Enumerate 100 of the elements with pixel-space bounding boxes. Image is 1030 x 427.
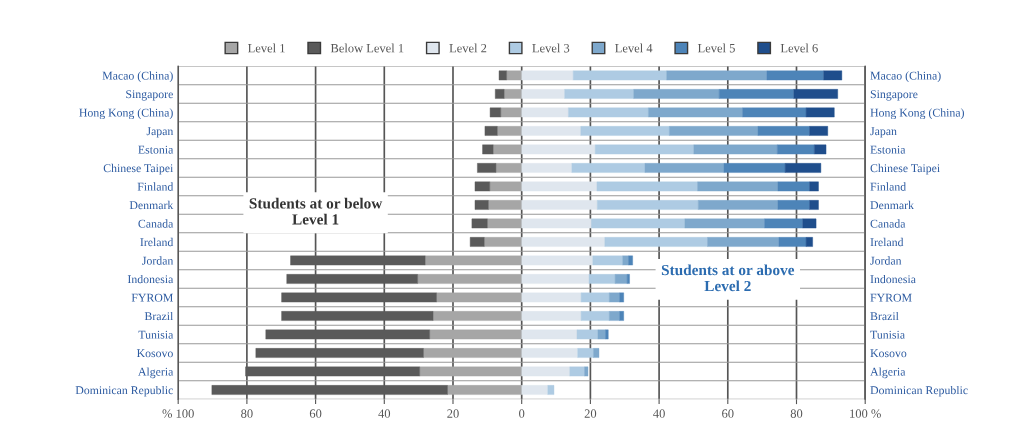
bar <box>592 255 623 266</box>
bar <box>489 107 501 118</box>
y-tick-label: Canada <box>138 219 174 228</box>
bar <box>757 126 810 136</box>
bar <box>823 70 843 81</box>
bar <box>809 126 828 136</box>
bar <box>707 237 780 247</box>
x-tick-label: 40 <box>653 409 665 418</box>
bar <box>644 163 725 173</box>
bar <box>419 366 522 377</box>
legend-label: Level 1 <box>248 43 285 53</box>
bar <box>547 385 555 395</box>
bar <box>576 329 599 340</box>
category-label: Ireland <box>870 237 904 247</box>
bar <box>628 255 633 266</box>
bar <box>595 144 694 155</box>
bar <box>521 274 590 284</box>
legend-label: Level 2 <box>449 43 487 53</box>
legend-label: Level 5 <box>697 43 735 53</box>
bar <box>521 89 565 99</box>
bar <box>423 348 522 358</box>
bar <box>484 237 522 247</box>
x-tick-label: 60 <box>722 409 734 418</box>
bar <box>814 144 827 155</box>
y-tick-label: Estonia <box>138 145 174 154</box>
bar <box>698 200 779 210</box>
bar <box>777 200 810 210</box>
bar <box>805 237 813 247</box>
category-label: FYROM <box>870 293 912 302</box>
bar <box>506 70 522 81</box>
bar <box>604 237 708 247</box>
category-label: Chinese Taipei <box>870 163 940 175</box>
bar <box>605 329 609 340</box>
annotation: Students at or below Level 1 <box>249 197 383 225</box>
bar <box>521 107 569 118</box>
bar <box>487 218 522 229</box>
category-label: Dominican Republic <box>870 385 968 397</box>
bar <box>742 107 807 118</box>
bar <box>597 329 606 340</box>
bar <box>477 163 497 173</box>
bar <box>474 181 490 192</box>
bar <box>521 311 582 321</box>
bar <box>697 181 779 192</box>
bar <box>580 126 670 136</box>
bar <box>588 274 616 284</box>
y-tick-label: Kosovo <box>136 349 173 358</box>
bar <box>593 348 600 358</box>
bar <box>495 163 522 173</box>
category-label: Estonia <box>870 145 906 154</box>
category-label: Tunisia <box>870 330 905 339</box>
category-label: Denmark <box>870 200 914 210</box>
category-label: Macao (China) <box>870 71 941 83</box>
category-label: Finland <box>870 182 906 191</box>
category-label: Kosovo <box>870 349 907 358</box>
bar <box>521 70 574 81</box>
y-tick-label: Indonesia <box>127 274 174 284</box>
x-tick-label: 80 <box>241 409 253 418</box>
bar <box>424 255 522 266</box>
category-label: Canada <box>870 219 906 228</box>
y-tick-label: Algeria <box>138 367 174 379</box>
x-tick-label: 20 <box>584 409 597 418</box>
bar <box>436 292 522 303</box>
bar <box>521 348 578 358</box>
bar <box>580 292 610 303</box>
bar <box>568 107 649 118</box>
legend-label: Level 6 <box>780 43 818 53</box>
x-tick-label: 60 <box>309 409 322 418</box>
bar <box>693 144 778 155</box>
bar <box>619 311 624 321</box>
bar <box>614 274 628 284</box>
legend-label: Level 4 <box>615 43 653 53</box>
bar <box>784 163 822 173</box>
bar <box>521 181 598 192</box>
bar <box>503 89 522 99</box>
y-tick-label: Macao (China) <box>102 71 173 83</box>
bar <box>521 126 581 136</box>
y-tick-label: Denmark <box>129 200 174 210</box>
y-tick-label: Singapore <box>126 90 173 101</box>
category-label: Hong Kong (China) <box>870 108 964 120</box>
y-tick-label: Brazil <box>144 311 174 321</box>
bar <box>648 107 743 118</box>
bar <box>577 348 594 358</box>
bar <box>805 107 835 118</box>
bar <box>521 218 592 229</box>
category-label: Brazil <box>870 311 899 321</box>
bar <box>778 237 807 247</box>
bar <box>521 329 578 340</box>
bar <box>564 89 634 99</box>
bar <box>777 144 815 155</box>
bar <box>417 274 522 284</box>
bar <box>474 200 489 210</box>
bar <box>809 181 819 192</box>
x-tick-label: 80 <box>790 409 803 418</box>
bar <box>573 70 667 81</box>
y-tick-label: Chinese Taipei <box>103 163 174 175</box>
category-label: Algeria <box>870 367 906 379</box>
y-tick-label: Hong Kong (China) <box>79 108 173 120</box>
bar <box>521 200 598 210</box>
bar <box>521 366 570 377</box>
category-label: Japan <box>870 127 897 138</box>
